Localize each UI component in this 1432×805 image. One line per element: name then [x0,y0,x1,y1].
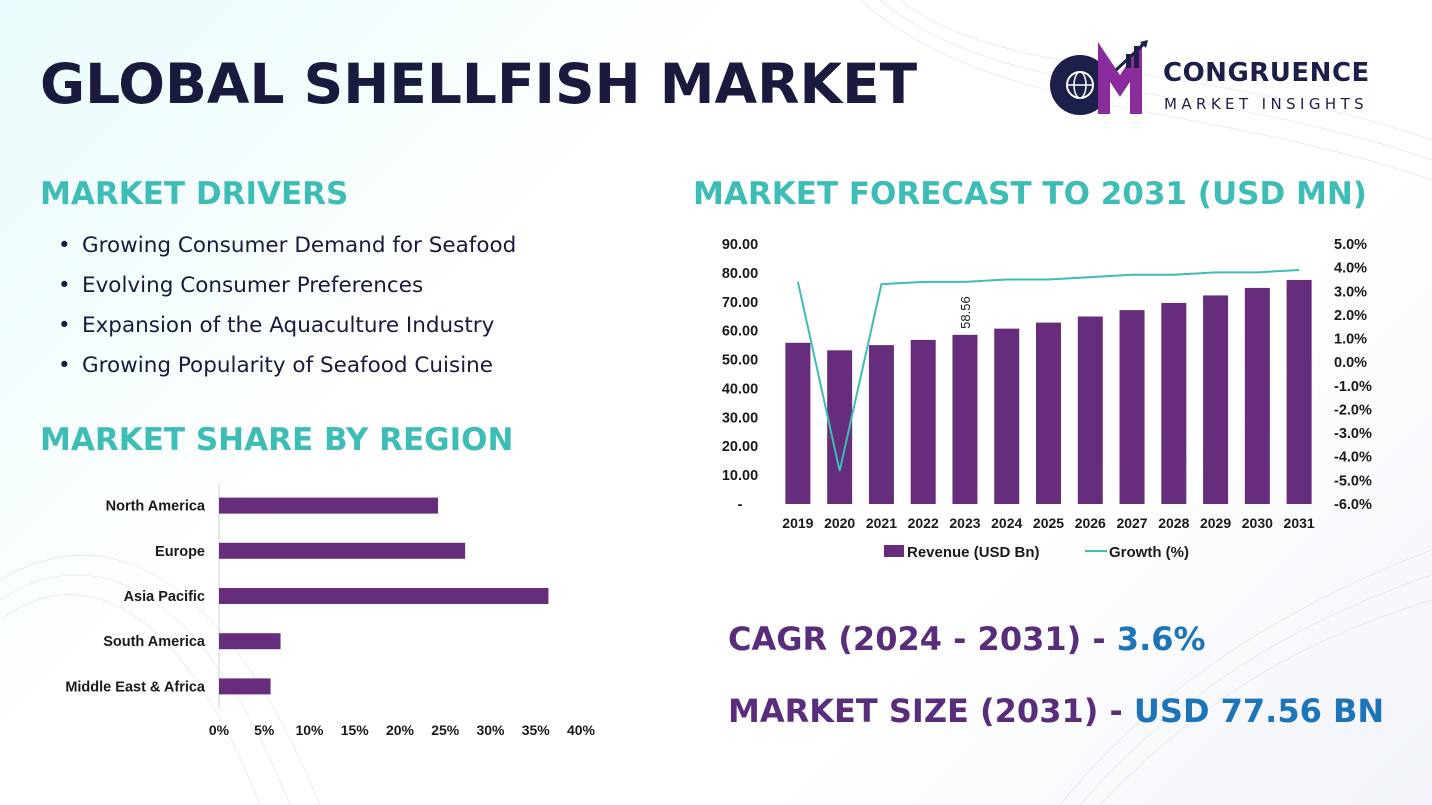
bullet-icon: • [58,313,71,338]
bullet-icon: • [58,233,71,258]
share-title: MARKET SHARE BY REGION [40,422,514,458]
driver-text: Evolving Consumer Preferences [82,273,424,298]
list-item: • Growing Popularity of Seafood Cuisine [58,352,516,392]
page-title: GLOBAL SHELLFISH MARKET [40,52,918,116]
bullet-icon: • [58,273,71,298]
market-size-value: USD 77.56 BN [1133,692,1385,730]
market-size-label: MARKET SIZE (2031) [728,692,1099,730]
forecast-title: MARKET FORECAST TO 2031 (USD MN) [693,176,1367,212]
logo-name: CONGRUENCE [1163,58,1370,88]
list-item: • Growing Consumer Demand for Seafood [58,232,516,272]
cagr-label: CAGR (2024 - 2031) [728,620,1082,658]
list-item: • Expansion of the Aquaculture Industry [58,312,516,352]
driver-text: Growing Popularity of Seafood Cuisine [82,353,494,378]
drivers-title: MARKET DRIVERS [40,176,349,212]
cagr-value: 3.6% [1116,620,1206,658]
logo-tagline: MARKET INSIGHTS [1164,95,1369,113]
cagr-separator: - [1081,620,1117,658]
market-size-stat: MARKET SIZE (2031) - USD 77.56 BN [728,692,1384,730]
bullet-icon: • [58,353,71,378]
drivers-list: • Growing Consumer Demand for Seafood • Ev… [58,232,516,392]
market-size-separator: - [1098,692,1134,730]
driver-text: Expansion of the Aquaculture Industry [82,313,495,338]
driver-text: Growing Consumer Demand for Seafood [82,233,517,258]
list-item: • Evolving Consumer Preferences [58,272,516,312]
cagr-stat: CAGR (2024 - 2031) - 3.6% [728,620,1206,658]
logo: CONGRUENCE MARKET INSIGHTS [1046,40,1396,120]
logo-mark [1050,40,1148,115]
